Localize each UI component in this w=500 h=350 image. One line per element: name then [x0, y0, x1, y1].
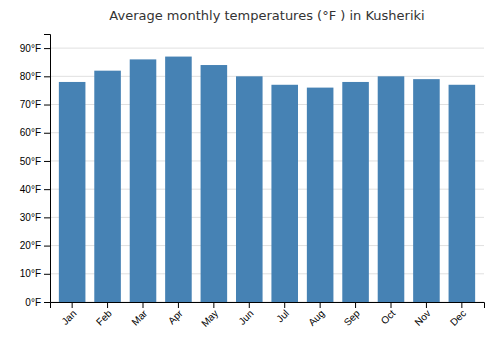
y-axis-line	[44, 35, 51, 303]
bar	[342, 82, 369, 302]
y-tick: 30°F	[20, 212, 50, 223]
bar	[59, 82, 86, 302]
x-tick-label: Aug	[306, 308, 326, 328]
bar	[130, 59, 157, 302]
x-tick: Dec	[448, 302, 468, 328]
grid	[50, 48, 484, 302]
x-tick-mark	[213, 302, 214, 308]
y-tick: 80°F	[20, 71, 50, 82]
bar	[165, 57, 192, 302]
y-tick-mark	[44, 189, 50, 190]
x-tick-mark	[178, 302, 179, 308]
x-tick-label: May	[199, 308, 220, 329]
x-tick-mark	[426, 302, 427, 308]
x-tick-label: Jan	[59, 308, 78, 327]
grid-line	[50, 48, 484, 49]
y-tick-mark	[44, 133, 50, 134]
plot-area	[59, 57, 475, 302]
bar	[378, 76, 405, 302]
y-tick-mark	[44, 302, 50, 303]
y-tick-label: 0°F	[25, 297, 41, 308]
x-tick-mark	[143, 302, 144, 308]
y-tick-label: 30°F	[20, 212, 41, 223]
title: Average monthly temperatures (°F ) in Ku…	[109, 8, 424, 23]
y-tick-label: 90°F	[20, 43, 41, 54]
x-tick-mark	[284, 302, 285, 308]
x-tick: Jul	[274, 302, 291, 324]
y-tick-label: 70°F	[20, 99, 41, 110]
x-tick-label: Apr	[166, 307, 185, 326]
y-tick-label: 80°F	[20, 71, 41, 82]
x-tick-mark	[107, 302, 108, 308]
x-tick: May	[199, 302, 220, 329]
y-tick: 60°F	[20, 127, 50, 138]
y-tick-mark	[44, 76, 50, 77]
x-tick-label: Jun	[236, 308, 255, 327]
x-tick: Aug	[306, 302, 326, 328]
x-tick-label: Feb	[94, 307, 114, 327]
y-tick-mark	[44, 274, 50, 275]
y-tick-label: 60°F	[20, 127, 41, 138]
x-tick: Nov	[412, 302, 432, 328]
y-tick-mark	[44, 161, 50, 162]
y-tick-label: 40°F	[20, 184, 41, 195]
y-tick: 50°F	[20, 156, 50, 167]
x-tick-label: Dec	[448, 308, 468, 328]
y-tick: 40°F	[20, 184, 50, 195]
x-tick: Sep	[342, 302, 363, 328]
y-tick-mark	[44, 217, 50, 218]
x-tick-mark	[355, 302, 356, 308]
y-tick: 10°F	[20, 268, 50, 279]
x-axis-line	[51, 303, 485, 309]
x-tick: Apr	[166, 302, 185, 326]
x-tick-mark	[461, 302, 462, 308]
x-tick-mark	[72, 302, 73, 308]
y-tick-mark	[44, 246, 50, 247]
x-tick-label: Jul	[274, 308, 291, 325]
y-tick: 0°F	[25, 297, 50, 308]
y-tick-mark	[44, 48, 50, 49]
x-tick-mark	[391, 302, 392, 308]
x-tick-label: Nov	[412, 308, 432, 328]
y-tick-label: 10°F	[20, 268, 41, 279]
x-tick: Oct	[379, 302, 398, 326]
y-tick-mark	[44, 105, 50, 106]
x-axis: Jan Feb Mar Apr May Jun Jul Aug Sep Oct Nov Dec	[51, 302, 485, 329]
y-tick: 70°F	[20, 99, 50, 110]
y-axis: 0°F 10°F 20°F 30°F 40°F 50°F 60°F 70°F 80°F 90°F	[20, 35, 51, 308]
chart: 0°F 10°F 20°F 30°F 40°F 50°F 60°F 70°F 80°F 90°F J…	[0, 0, 500, 350]
x-tick-label: Mar	[129, 307, 149, 327]
y-tick-label: 20°F	[20, 240, 41, 251]
bar	[307, 88, 334, 302]
bar	[413, 79, 440, 302]
bar	[94, 71, 121, 302]
x-tick: Jun	[236, 302, 255, 327]
bar	[201, 65, 228, 302]
x-tick: Jan	[59, 302, 78, 327]
x-tick: Feb	[94, 302, 114, 328]
x-tick-label: Oct	[379, 308, 398, 327]
x-tick-mark	[320, 302, 321, 308]
bar	[236, 76, 263, 302]
y-tick: 20°F	[20, 240, 50, 251]
y-tick: 90°F	[20, 43, 50, 54]
x-tick-label: Sep	[342, 307, 363, 328]
bar	[449, 85, 476, 302]
x-tick: Mar	[129, 302, 149, 328]
bar	[271, 85, 298, 302]
x-tick-mark	[249, 302, 250, 308]
y-tick-label: 50°F	[20, 156, 41, 167]
